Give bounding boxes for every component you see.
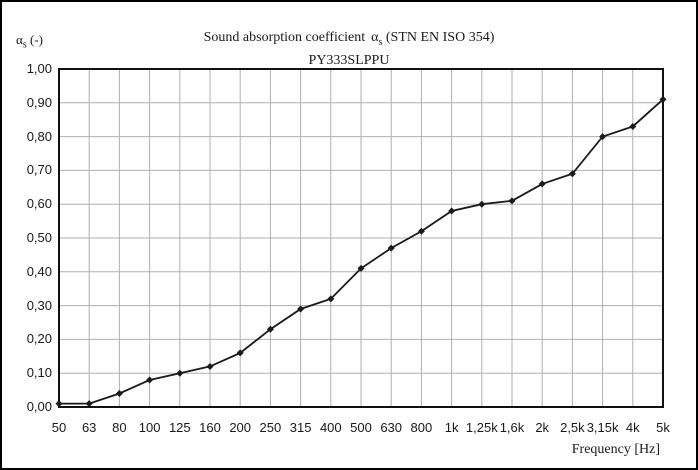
- data-point-marker: [85, 400, 93, 408]
- x-tick-label: 4k: [625, 420, 640, 435]
- x-axis-title: Frequency [Hz]: [571, 442, 660, 457]
- x-tick-label: 3,15k: [586, 420, 619, 435]
- y-tick-label: 0,80: [26, 128, 52, 144]
- data-point-marker: [55, 400, 63, 408]
- x-tick-label: 1,6k: [499, 420, 525, 435]
- alpha-subscript: s: [22, 39, 27, 51]
- x-tick-label: 100: [138, 420, 161, 435]
- x-tick-label: 50: [51, 420, 67, 435]
- y-tick-label: 0,60: [26, 196, 52, 212]
- data-point-marker: [146, 376, 154, 384]
- x-tick-label: 630: [380, 420, 403, 435]
- y-tick-label: 0,40: [26, 263, 52, 279]
- alpha-subscript: s: [378, 36, 383, 48]
- x-tick-label: 1,25k: [465, 420, 498, 435]
- data-point-marker: [176, 369, 184, 377]
- y-axis-unit-label: αs (-): [16, 32, 43, 51]
- data-point-marker: [659, 95, 667, 103]
- x-tick-label: 2k: [535, 420, 550, 435]
- chart-title-text: Sound absorption coefficient: [203, 30, 366, 45]
- y-tick-label: 0,70: [26, 162, 52, 178]
- y-tick-label: 0,10: [26, 365, 52, 381]
- data-point-marker: [478, 200, 486, 208]
- x-tick-label: 63: [81, 420, 97, 435]
- plot-frame: [58, 68, 664, 408]
- alpha-symbol: α: [16, 32, 23, 47]
- title-block: Sound absorption coefficient αs (STN EN I…: [2, 29, 696, 69]
- x-tick-label: 80: [112, 420, 127, 435]
- y-tick-label: 0,30: [26, 297, 52, 313]
- y-tick-label: 0,90: [26, 94, 52, 110]
- alpha-symbol: α: [371, 30, 379, 45]
- data-point-marker: [448, 207, 456, 215]
- y-tick-label: 0,20: [26, 331, 52, 347]
- chart-subtitle: PY333SLPPU: [308, 52, 390, 68]
- data-point-marker: [297, 305, 305, 313]
- data-point-marker: [508, 197, 516, 205]
- x-tick-label: 2,5k: [560, 420, 585, 435]
- x-tick-label: 800: [410, 420, 433, 435]
- data-point-marker: [357, 264, 365, 272]
- data-point-marker: [417, 227, 425, 235]
- chart-title: Sound absorption coefficient αs (STN EN I…: [2, 29, 696, 51]
- x-tick-label: 250: [259, 420, 282, 435]
- data-point-marker: [387, 244, 395, 252]
- x-tick-label: 5k: [656, 420, 670, 435]
- y-tick-label: 0,50: [26, 230, 52, 245]
- x-tick-label: 160: [199, 420, 221, 435]
- data-point-marker: [599, 133, 607, 141]
- data-point-marker: [236, 349, 244, 357]
- x-tick-label: 500: [350, 420, 372, 435]
- chart-title-standard: (STN EN ISO 354): [382, 30, 495, 45]
- data-point-marker: [327, 295, 335, 303]
- x-tick-label: 400: [319, 420, 342, 435]
- y-tick-label: 1,00: [26, 61, 52, 76]
- data-point-marker: [206, 362, 214, 370]
- y-tick-label: 0,00: [26, 399, 52, 414]
- x-tick-label: 1k: [444, 420, 459, 435]
- data-point-marker: [629, 122, 637, 130]
- x-tick-label: 315: [289, 420, 312, 435]
- data-point-marker: [538, 180, 546, 188]
- data-point-marker: [115, 389, 123, 397]
- data-point-marker: [568, 170, 576, 178]
- data-point-marker: [266, 325, 274, 333]
- y-axis-unit-text: (-): [26, 32, 43, 47]
- x-tick-label: 200: [229, 420, 252, 435]
- x-tick-label: 125: [168, 420, 191, 435]
